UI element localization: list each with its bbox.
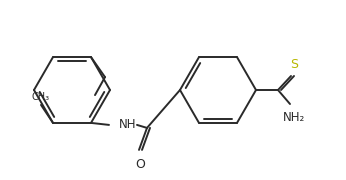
Text: CH₃: CH₃ <box>32 92 50 102</box>
Text: NH₂: NH₂ <box>283 111 305 124</box>
Text: O: O <box>135 158 145 171</box>
Text: S: S <box>290 58 298 71</box>
Text: NH: NH <box>119 118 137 131</box>
